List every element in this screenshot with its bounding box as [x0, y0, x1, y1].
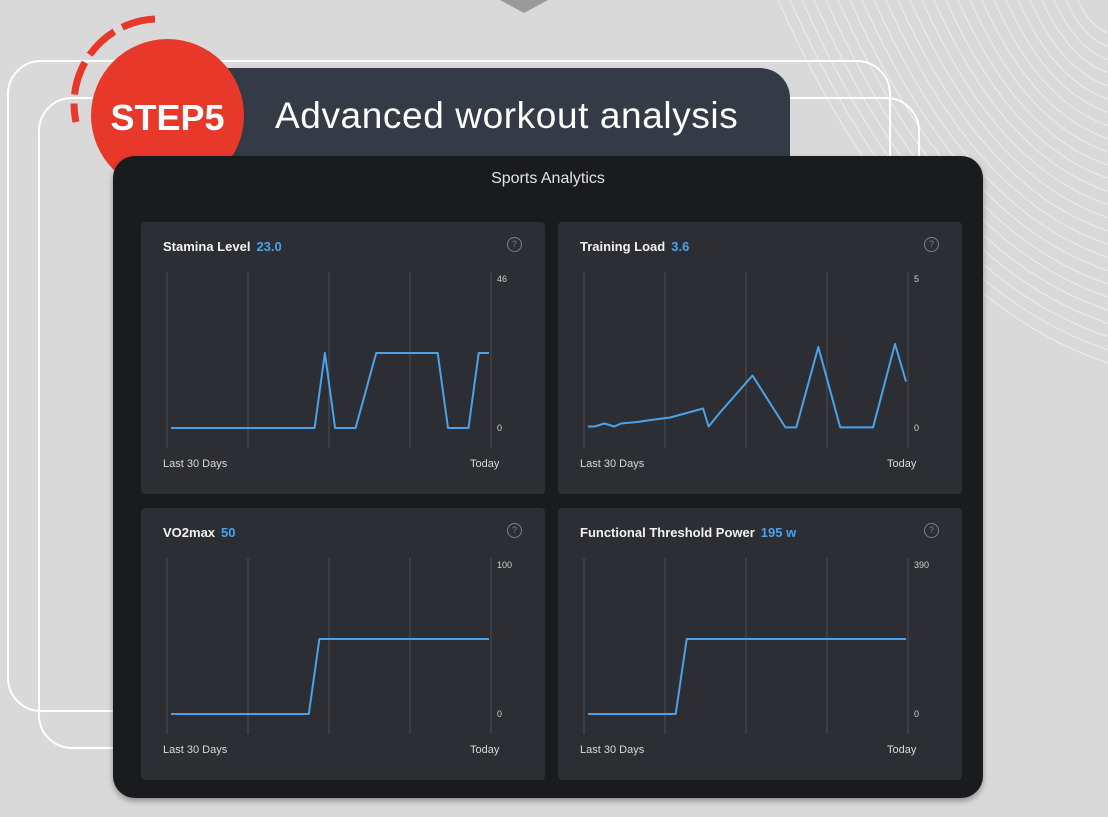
x-end-label: Today [887, 744, 917, 756]
y-min-label: 0 [497, 423, 503, 433]
card-title: Training Load [580, 239, 666, 254]
series-line [171, 638, 489, 715]
swirl-line [909, 0, 1108, 219]
swirl-line [885, 0, 1108, 245]
x-start-label: Last 30 Days [163, 744, 228, 756]
training-load-card: Training Load 3.6 ? 5 0 Last 30 Days Toda… [558, 222, 962, 494]
series-line [588, 343, 907, 429]
card-value: 23.0 [256, 239, 282, 254]
swirl-line [897, 0, 1108, 232]
top-notch [500, 0, 548, 13]
x-start-label: Last 30 Days [580, 744, 645, 756]
stamina-level-chart [166, 272, 492, 448]
x-start-label: Last 30 Days [163, 458, 228, 470]
y-max-label: 100 [497, 560, 513, 570]
card-value: 50 [221, 525, 236, 540]
stamina-level-card: Stamina Level 23.0 ? 46 0 Last 30 Days To… [141, 222, 545, 494]
swirl-line [945, 0, 1108, 179]
swirl-line [1077, 0, 1108, 34]
swirl-line [957, 0, 1108, 166]
swirl-line [1041, 0, 1108, 74]
x-start-label: Last 30 Days [580, 458, 645, 470]
card-value: 3.6 [671, 239, 690, 254]
step-arc-decoration [70, 15, 156, 123]
x-end-label: Today [470, 744, 500, 756]
swirl-line [993, 0, 1108, 126]
swirl-line [969, 0, 1108, 153]
ftp-card: Functional Threshold Power 195 w ? 390 0 … [558, 508, 962, 780]
training-load-chart [583, 272, 909, 448]
card-title: Stamina Level [163, 239, 251, 254]
swirl-line [1065, 0, 1108, 47]
y-min-label: 0 [914, 423, 920, 433]
app-title: Sports Analytics [491, 170, 605, 187]
swirl-line [933, 0, 1108, 192]
card-title: Functional Threshold Power [580, 525, 755, 540]
y-max-label: 46 [497, 274, 508, 284]
card-title: VO2max [163, 525, 216, 540]
y-max-label: 5 [914, 274, 920, 284]
step-label: STEP5 [110, 97, 225, 138]
vo2max-card: VO2max 50 ? 100 0 Last 30 Days Today [141, 508, 545, 780]
vo2max-chart [166, 558, 492, 734]
swirl-line [981, 0, 1108, 140]
y-min-label: 0 [497, 709, 503, 719]
card-value: 195 w [760, 525, 797, 540]
x-end-label: Today [470, 458, 500, 470]
swirl-line [921, 0, 1108, 206]
help-icon[interactable]: ? [507, 237, 522, 252]
y-max-label: 390 [914, 560, 930, 570]
help-icon[interactable]: ? [924, 523, 939, 538]
tablet-screen: Sports Analytics Stamina Level 23.0 ? 46 … [113, 156, 983, 798]
swirl-line [1029, 0, 1108, 87]
help-icon[interactable]: ? [924, 237, 939, 252]
series-line [588, 638, 906, 715]
x-end-label: Today [887, 458, 917, 470]
swirl-line [1005, 0, 1108, 113]
swirl-line [1017, 0, 1108, 100]
help-icon[interactable]: ? [507, 523, 522, 538]
y-min-label: 0 [914, 709, 920, 719]
step-title: Advanced workout analysis [275, 95, 739, 136]
series-line [171, 352, 489, 429]
ftp-chart [583, 558, 909, 734]
swirl-line [1053, 0, 1108, 60]
